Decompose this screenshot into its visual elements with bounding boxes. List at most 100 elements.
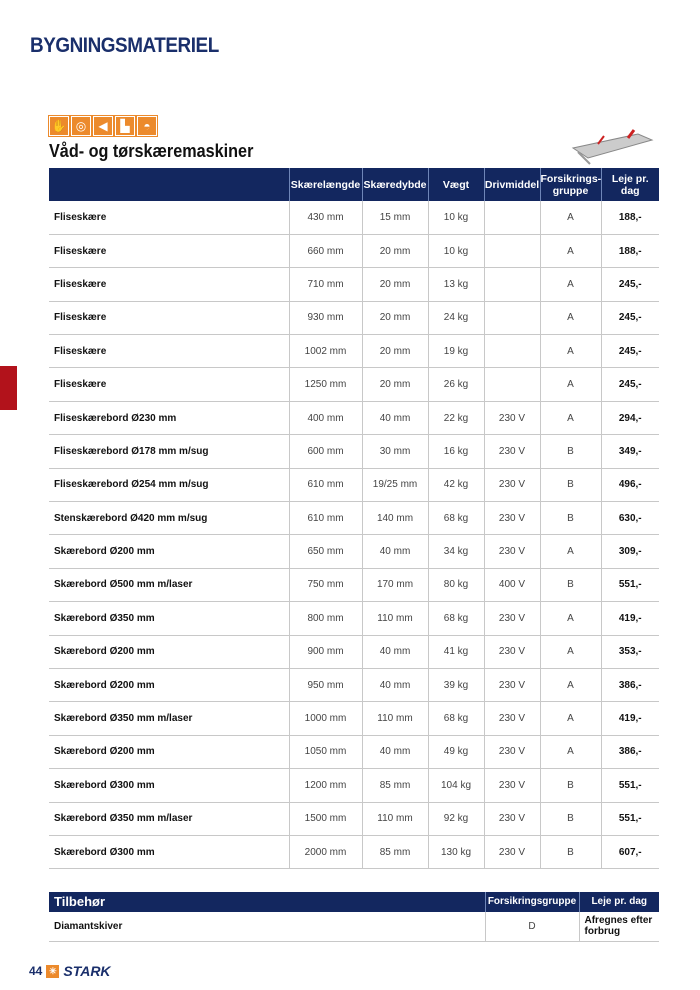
table-cell: 710 mm — [288, 267, 362, 302]
item-name: Skærebord Ø350 mm m/laser — [49, 802, 289, 836]
item-name: Skærebord Ø200 mm — [49, 635, 289, 669]
ear-protection-icon: ◎ — [70, 115, 92, 137]
table-cell: 230 V — [483, 601, 540, 636]
table-cell: 419,- — [600, 701, 659, 736]
item-name: Diamantskiver — [49, 912, 485, 942]
tile-cutter-image — [571, 129, 654, 165]
table-cell: 20 mm — [361, 301, 428, 336]
column-header: Drivmiddel — [483, 168, 540, 201]
table-cell: 19/25 mm — [361, 468, 428, 503]
table-cell: 900 mm — [288, 635, 362, 669]
item-name: Skærebord Ø350 mm m/laser — [49, 701, 289, 736]
column-header: Leje pr. dag — [600, 168, 659, 201]
column-header: Forsikringsgruppe — [484, 892, 579, 912]
table-row: Skærebord Ø300 mm 2000 mm 85 mm 130 kg 230 V… — [49, 835, 659, 870]
item-name: Fliseskære — [49, 201, 289, 235]
table-cell: 49 kg — [427, 735, 484, 770]
table-cell: A — [539, 301, 601, 336]
table-cell: 660 mm — [288, 234, 362, 269]
table-cell: 230 V — [483, 534, 540, 569]
product-title: Våd- og tørskæremaskiner — [49, 141, 254, 161]
table-cell: 400 V — [483, 568, 540, 603]
table-cell: 1200 mm — [288, 768, 362, 803]
table-cell: 39 kg — [427, 668, 484, 703]
table-cell: A — [539, 401, 601, 436]
table-cell: 22 kg — [427, 401, 484, 436]
table-row: Skærebord Ø500 mm m/laser 750 mm 170 mm 80 … — [49, 568, 659, 603]
table-cell: 20 mm — [361, 267, 428, 302]
item-name: Fliseskære — [49, 334, 289, 369]
table-cell: B — [539, 568, 601, 603]
column-header: Forsikrings-gruppe — [539, 168, 601, 201]
table-cell: 230 V — [483, 501, 540, 536]
section-title: BYGNINGSMATERIEL — [30, 34, 219, 57]
table-cell: A — [539, 534, 601, 569]
column-header: Vægt — [427, 168, 484, 201]
table-cell: 13 kg — [427, 267, 484, 302]
item-name: Fliseskærebord Ø254 mm m/sug — [49, 468, 289, 503]
item-name: Skærebord Ø300 mm — [49, 768, 289, 803]
item-name: Skærebord Ø200 mm — [49, 534, 289, 569]
table-cell — [483, 301, 540, 336]
item-name: Skærebord Ø200 mm — [49, 735, 289, 770]
table-cell: 130 kg — [427, 835, 484, 870]
table-row: Fliseskære 930 mm 20 mm 24 kg A 245,- — [49, 301, 659, 336]
table-cell: B — [539, 802, 601, 836]
table-cell: 294,- — [600, 401, 659, 436]
table-cell: 10 kg — [427, 201, 484, 235]
table-cell: B — [539, 434, 601, 469]
table-cell: 245,- — [600, 301, 659, 336]
stark-logo-icon: ✳ — [46, 964, 60, 978]
table-cell: 110 mm — [361, 701, 428, 736]
table-cell: 750 mm — [288, 568, 362, 603]
item-name: Fliseskære — [49, 301, 289, 336]
table-cell: 41 kg — [427, 635, 484, 669]
table-cell: A — [539, 735, 601, 770]
table-cell: 230 V — [483, 401, 540, 436]
table-cell: 92 kg — [427, 802, 484, 836]
table-row: Fliseskære 430 mm 15 mm 10 kg A 188,- — [49, 201, 659, 235]
item-name: Skærebord Ø500 mm m/laser — [49, 568, 289, 603]
safety-icons: ✋ ◎ ◀ ▙ ◓ — [48, 115, 158, 137]
table-cell: D — [484, 912, 579, 942]
table-cell: 230 V — [483, 701, 540, 736]
table-cell: 630,- — [600, 501, 659, 536]
gloves-icon: ✋ — [48, 115, 70, 137]
table-cell: 188,- — [600, 234, 659, 269]
table-cell: 400 mm — [288, 401, 362, 436]
item-name: Skærebord Ø300 mm — [49, 835, 289, 870]
table-cell: A — [539, 635, 601, 669]
table-cell: 24 kg — [427, 301, 484, 336]
table-cell: 68 kg — [427, 601, 484, 636]
table-cell: 930 mm — [288, 301, 362, 336]
table-cell: A — [539, 367, 601, 402]
table-cell: 188,- — [600, 201, 659, 235]
table-cell: 26 kg — [427, 367, 484, 402]
table-cell: 430 mm — [288, 201, 362, 235]
table-cell: 610 mm — [288, 501, 362, 536]
table-cell: 20 mm — [361, 234, 428, 269]
safety-boots-icon: ▙ — [114, 115, 136, 137]
table-cell: 170 mm — [361, 568, 428, 603]
table-cell: 85 mm — [361, 835, 428, 870]
table-cell: A — [539, 234, 601, 269]
table-row: Fliseskærebord Ø178 mm m/sug 600 mm 30 mm 1… — [49, 434, 659, 469]
table-cell: 353,- — [600, 635, 659, 669]
table-cell: 551,- — [600, 568, 659, 603]
table-cell: 104 kg — [427, 768, 484, 803]
footer: 44 ✳ STARK — [29, 963, 111, 979]
table-cell: 110 mm — [361, 802, 428, 836]
table-cell: 309,- — [600, 534, 659, 569]
table-row: Diamantskiver D Afregnes efter forbrug — [49, 912, 659, 942]
item-name: Skærebord Ø200 mm — [49, 668, 289, 703]
column-header: Tilbehør — [49, 892, 485, 912]
table-cell: A — [539, 334, 601, 369]
table-cell — [483, 267, 540, 302]
accessories-table: Tilbehør Forsikringsgruppe Leje pr. dag Di… — [49, 892, 659, 942]
table-cell — [483, 367, 540, 402]
item-name: Fliseskære — [49, 234, 289, 269]
table-cell: B — [539, 835, 601, 870]
table-cell: 230 V — [483, 835, 540, 870]
helmet-icon: ◓ — [136, 115, 158, 137]
